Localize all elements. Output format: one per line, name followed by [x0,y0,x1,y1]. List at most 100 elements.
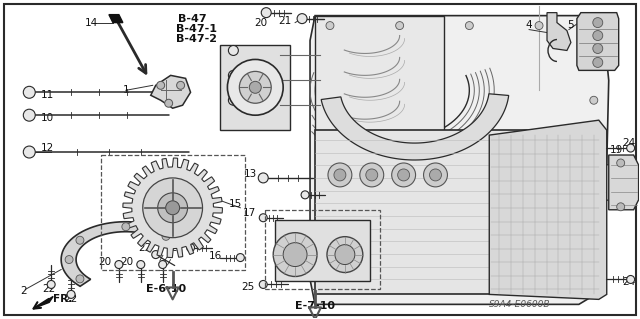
Circle shape [177,81,184,89]
Text: 15: 15 [228,199,242,209]
Circle shape [228,70,238,80]
Circle shape [593,43,603,54]
Circle shape [65,256,73,263]
Text: 23: 23 [611,158,625,168]
Circle shape [627,188,635,196]
Circle shape [429,169,442,181]
Circle shape [228,95,238,105]
Text: 20: 20 [255,18,268,28]
Circle shape [627,144,635,152]
Bar [265,210,380,289]
Circle shape [152,251,160,259]
Polygon shape [109,15,123,23]
Circle shape [326,22,334,30]
Circle shape [143,178,202,238]
Circle shape [396,22,404,30]
Circle shape [397,169,410,181]
Text: 22: 22 [42,285,56,294]
Circle shape [627,161,635,169]
Text: 13: 13 [244,169,257,179]
Circle shape [593,57,603,67]
Text: 24: 24 [622,190,636,200]
Text: 4: 4 [526,19,532,30]
Circle shape [236,254,244,262]
Circle shape [360,163,384,187]
Circle shape [47,280,55,288]
Circle shape [227,59,283,115]
Text: 24: 24 [622,278,636,287]
Circle shape [590,56,598,64]
Text: 22: 22 [138,243,152,253]
Polygon shape [321,94,509,160]
Circle shape [261,8,271,18]
Text: E-6-10: E-6-10 [146,285,186,294]
Polygon shape [547,13,571,50]
Circle shape [301,191,309,199]
Circle shape [617,203,625,211]
Polygon shape [577,13,619,70]
Text: 22: 22 [65,294,77,304]
Circle shape [122,223,130,231]
Circle shape [23,86,35,98]
Circle shape [424,163,447,187]
Polygon shape [123,158,223,257]
Bar [315,16,444,135]
Circle shape [297,14,307,24]
Circle shape [162,232,170,240]
Circle shape [67,290,75,298]
Text: 6: 6 [134,203,140,213]
Circle shape [259,280,268,288]
Circle shape [187,244,195,252]
Text: E-7-10: E-7-10 [295,301,335,311]
Circle shape [328,163,352,187]
Text: 25: 25 [242,282,255,293]
Circle shape [283,243,307,267]
Polygon shape [61,222,184,286]
Circle shape [159,261,166,269]
Circle shape [273,233,317,277]
Text: 1: 1 [122,85,129,95]
Circle shape [164,99,173,107]
Text: 8: 8 [223,77,230,87]
Circle shape [23,109,35,121]
Text: B-47-1: B-47-1 [176,24,217,33]
Circle shape [535,22,543,30]
Circle shape [228,46,238,56]
Circle shape [76,236,84,244]
Circle shape [250,81,261,93]
Circle shape [327,237,363,272]
Text: FR.: FR. [53,294,72,304]
Circle shape [366,169,378,181]
Text: 7: 7 [223,100,230,110]
Text: 10: 10 [40,113,54,123]
Text: 11: 11 [40,90,54,100]
Text: 12: 12 [40,143,54,153]
Text: 20: 20 [99,256,111,267]
Circle shape [334,169,346,181]
Circle shape [627,276,635,284]
Circle shape [392,163,415,187]
Polygon shape [36,296,53,307]
Polygon shape [489,120,607,300]
Text: 19: 19 [610,145,623,155]
Circle shape [76,275,84,283]
Circle shape [23,146,35,158]
Circle shape [115,261,123,269]
Bar [220,46,290,130]
Polygon shape [151,75,191,108]
Circle shape [593,18,603,27]
Bar [275,220,370,281]
Text: B-47: B-47 [179,14,207,24]
Circle shape [335,245,355,264]
Text: 3: 3 [613,172,620,182]
Circle shape [259,214,268,222]
Polygon shape [607,160,634,205]
Circle shape [157,193,188,223]
Polygon shape [609,155,639,210]
Text: 14: 14 [84,18,98,28]
Text: 5: 5 [568,19,574,30]
Circle shape [259,173,268,183]
Text: 16: 16 [209,251,222,261]
Polygon shape [310,16,609,304]
Circle shape [617,159,625,167]
